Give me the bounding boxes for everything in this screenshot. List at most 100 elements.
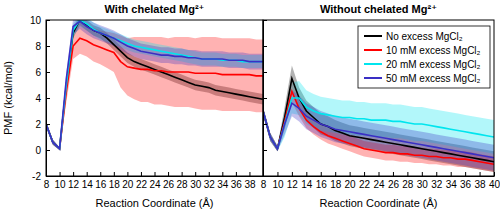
tick-mark xyxy=(46,176,50,177)
tick: 20 xyxy=(345,172,357,190)
tick-mark xyxy=(292,172,293,176)
tick-mark xyxy=(100,172,101,176)
tick-label: 38 xyxy=(244,179,256,190)
tick: 14 xyxy=(82,172,94,190)
tick-mark xyxy=(277,172,278,176)
tick: 36 xyxy=(460,172,472,190)
plot-frame xyxy=(263,20,494,176)
tick-mark xyxy=(465,172,466,176)
tick: 34 xyxy=(446,172,458,190)
y-axis: -20246810 xyxy=(30,15,50,182)
tick: 26 xyxy=(388,172,400,190)
tick-mark xyxy=(46,98,50,99)
tick-label: 10 xyxy=(272,179,284,190)
tick-label: 0 xyxy=(35,145,41,156)
tick-mark xyxy=(263,20,267,21)
tick xyxy=(263,150,267,151)
tick-mark xyxy=(236,172,237,176)
tick: 0 xyxy=(35,145,50,156)
tick-mark xyxy=(114,172,115,176)
legend-label: No excess MgCl₂ xyxy=(386,31,463,42)
tick-label: 28 xyxy=(177,179,189,190)
tick-label: 8 xyxy=(44,179,50,190)
tick-mark xyxy=(60,172,61,176)
tick-label: 22 xyxy=(136,179,148,190)
tick: 10 xyxy=(30,15,50,26)
tick: 18 xyxy=(109,172,121,190)
tick-label: 22 xyxy=(359,179,371,190)
tick-mark xyxy=(263,98,267,99)
legend-swatch xyxy=(364,35,382,37)
legend-swatch xyxy=(364,49,382,51)
tick-mark xyxy=(46,124,50,125)
tick-mark xyxy=(263,72,267,73)
y-axis-title: PMF (kcal/mol) xyxy=(2,61,14,135)
tick-mark xyxy=(87,172,88,176)
error-band xyxy=(46,20,263,150)
error-band xyxy=(46,20,263,150)
tick-label: 30 xyxy=(417,179,429,190)
tick: 24 xyxy=(149,172,161,190)
tick: 16 xyxy=(95,172,107,190)
error-band xyxy=(46,20,263,150)
plot-frame xyxy=(46,20,263,176)
tick: 32 xyxy=(204,172,216,190)
tick-mark xyxy=(263,150,267,151)
tick: 20 xyxy=(122,172,134,190)
tick: 40 xyxy=(489,172,500,190)
tick-mark xyxy=(46,72,50,73)
tick-label: 38 xyxy=(475,179,487,190)
tick: 16 xyxy=(316,172,328,190)
tick-label: 14 xyxy=(301,179,313,190)
tick-mark xyxy=(195,172,196,176)
tick-mark xyxy=(73,172,74,176)
error-band xyxy=(263,90,494,171)
tick-label: 34 xyxy=(217,179,229,190)
tick-label: 12 xyxy=(287,179,299,190)
tick-label: 16 xyxy=(316,179,328,190)
tick-label: 20 xyxy=(122,179,134,190)
tick-label: -2 xyxy=(32,171,41,182)
legend-swatch xyxy=(364,63,382,65)
y-axis xyxy=(263,21,267,177)
figure: 8101214161820222426283032343638-20246810… xyxy=(0,0,500,214)
tick: 32 xyxy=(431,172,443,190)
tick-mark xyxy=(249,172,250,176)
tick-label: 26 xyxy=(388,179,400,190)
panel: 810121416182022242628303234363840Without… xyxy=(261,3,500,209)
tick-mark xyxy=(451,172,452,176)
tick: 14 xyxy=(301,172,313,190)
tick: 18 xyxy=(330,172,342,190)
tick: 24 xyxy=(373,172,385,190)
tick: 12 xyxy=(68,172,80,190)
tick-mark xyxy=(127,172,128,176)
tick-mark xyxy=(364,172,365,176)
tick-mark xyxy=(182,172,183,176)
tick-label: 8 xyxy=(261,179,267,190)
tick-label: 26 xyxy=(163,179,175,190)
tick: 38 xyxy=(475,172,487,190)
tick: 8 xyxy=(35,41,50,52)
tick-mark xyxy=(141,172,142,176)
tick: 12 xyxy=(287,172,299,190)
tick-mark xyxy=(46,150,50,151)
legend-label: 20 mM excess MgCl₂ xyxy=(386,59,481,70)
x-axis-title: Reaction Coordinate (Å) xyxy=(319,197,437,209)
series-line xyxy=(263,79,494,162)
tick xyxy=(263,72,267,73)
tick-label: 24 xyxy=(373,179,385,190)
tick-label: 20 xyxy=(345,179,357,190)
tick-label: 4 xyxy=(35,93,41,104)
tick-label: 10 xyxy=(55,179,67,190)
tick-label: 2 xyxy=(35,119,41,130)
plot-area xyxy=(46,20,263,150)
axis-line xyxy=(264,176,495,177)
tick-mark xyxy=(407,172,408,176)
legend-box xyxy=(358,26,490,88)
tick: 34 xyxy=(217,172,229,190)
error-band xyxy=(46,23,263,150)
tick: 30 xyxy=(417,172,429,190)
tick-mark xyxy=(350,172,351,176)
series-line xyxy=(46,38,263,149)
tick-label: 34 xyxy=(446,179,458,190)
